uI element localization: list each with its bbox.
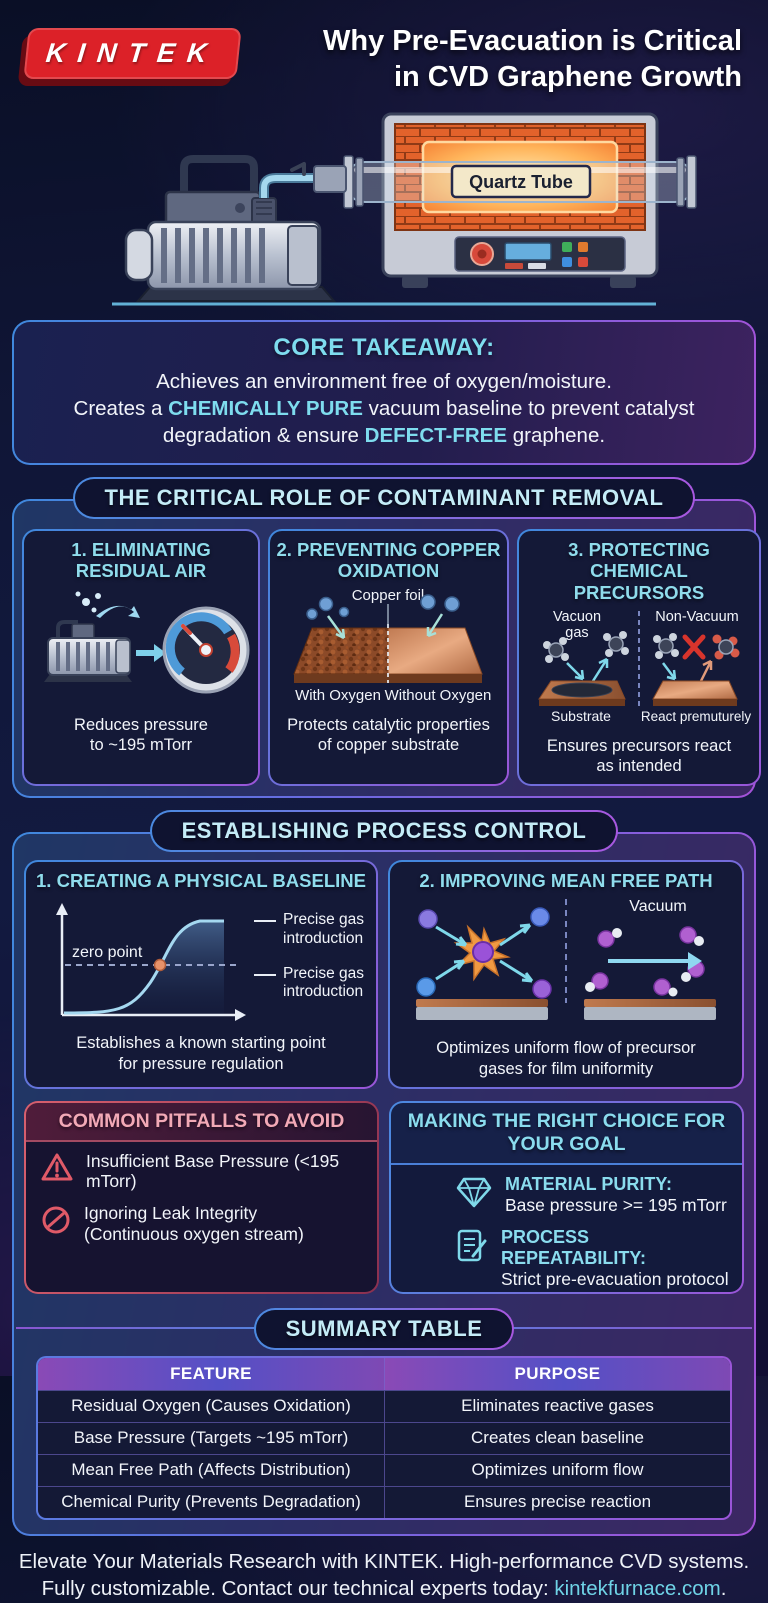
column-feature: FEATURE bbox=[38, 1357, 384, 1390]
core-takeaway-line2: Creates a CHEMICALLY PURE vacuum baselin… bbox=[73, 397, 695, 448]
table-header-row: FEATURE PURPOSE bbox=[38, 1357, 730, 1390]
precursor-reaction-graphic: Vacuon gas Non-Vacuum bbox=[538, 609, 752, 724]
vacuum-gas-label-line1: Vacuon bbox=[553, 609, 601, 625]
pitfalls-title: COMMON PITFALLS TO AVOID bbox=[26, 1102, 377, 1142]
highlight-chemically-pure: CHEMICALLY PURE bbox=[168, 397, 363, 421]
vacuum-gas-label-line2: gas bbox=[565, 625, 588, 641]
quartz-tube-label: Quartz Tube bbox=[469, 172, 573, 192]
choice-item-material-purity: MATERIAL PURITY: Base pressure >= 195 mT… bbox=[391, 1165, 742, 1218]
mean-free-path-graphic: Vacuum bbox=[416, 898, 716, 1021]
right-choice-box: MAKING THE RIGHT CHOICE FOR YOUR GOAL MA… bbox=[389, 1100, 744, 1294]
card-preventing-copper-oxidation: 2. PREVENTING COPPER OXIDATION Copper fo… bbox=[268, 529, 509, 787]
footer-line2: Fully customizable. Contact our technica… bbox=[41, 1577, 727, 1601]
card-protecting-chemical-precursors: 3. PROTECTING CHEMICAL PRECURSORS Vacuon… bbox=[517, 529, 761, 787]
with-oxygen-label: With Oxygen bbox=[295, 687, 381, 704]
table-row: Mean Free Path (Affects Distribution) Op… bbox=[38, 1453, 730, 1486]
card2-caption: Protects catalytic properties of copper … bbox=[287, 715, 490, 754]
card-creating-physical-baseline: 1. CREATING A PHYSICAL BASELINE bbox=[24, 860, 378, 1089]
card-improving-mean-free-path: 2. IMPROVING MEAN FREE PATH Vacuum bbox=[388, 860, 744, 1089]
document-pencil-icon bbox=[457, 1229, 487, 1261]
table-row: Residual Oxygen (Causes Oxidation) Elimi… bbox=[38, 1389, 730, 1422]
baseline-graph: zero point bbox=[56, 903, 246, 1022]
card3-title: 3. PROTECTING CHEMICAL PRECURSORS bbox=[568, 539, 710, 603]
contaminant-removal-section: THE CRITICAL ROLE OF CONTAMINANT REMOVAL… bbox=[12, 477, 761, 799]
right-choice-title: MAKING THE RIGHT CHOICE FOR YOUR GOAL bbox=[391, 1102, 742, 1165]
process-card2-title: 2. IMPROVING MEAN FREE PATH bbox=[419, 870, 713, 892]
prohibition-icon bbox=[42, 1206, 70, 1234]
core-takeaway-line1: Achieves an environment free of oxygen/m… bbox=[156, 370, 612, 393]
kintek-logo: KINTEK bbox=[23, 28, 242, 79]
without-oxygen-label: Without Oxygen bbox=[385, 687, 492, 704]
card3-caption: Ensures precursors react as intended bbox=[546, 736, 732, 776]
warning-triangle-icon bbox=[41, 1153, 73, 1181]
core-takeaway-box: CORE TAKEAWAY: Achieves an environment f… bbox=[12, 320, 756, 466]
pump-and-gauge-graphic bbox=[44, 591, 250, 694]
non-vacuum-label: Non-Vacuum bbox=[655, 609, 739, 625]
process-control-section: ESTABLISHING PROCESS CONTROL 1. CREATING… bbox=[12, 810, 756, 1536]
legend-entry-2: Precise gas introduction bbox=[283, 964, 364, 1001]
legend-entry-1: Precise gas introduction bbox=[283, 911, 364, 948]
summary-table-section: SUMMARY TABLE bbox=[16, 1307, 752, 1350]
header: KINTEK Why Pre-Evacuation is Critical in… bbox=[0, 0, 768, 104]
summary-table-header: SUMMARY TABLE bbox=[253, 1307, 515, 1350]
page-title: Why Pre-Evacuation is Critical in CVD Gr… bbox=[323, 20, 742, 96]
copper-foil-label: Copper foil bbox=[352, 587, 425, 604]
process-card1-caption: Establishes a known starting point for p… bbox=[76, 1034, 326, 1073]
choice-item-process-repeatability: PROCESS REPEATABILITY: Strict pre-evacua… bbox=[391, 1218, 742, 1292]
gas-molecule-pairs bbox=[585, 926, 705, 997]
card1-caption: Reduces pressure to ~195 mTorr bbox=[74, 715, 208, 754]
card1-title: 1. ELIMINATING RESIDUAL AIR bbox=[71, 539, 211, 582]
vacuum-label: Vacuum bbox=[629, 898, 687, 915]
kintekfurnace-link[interactable]: kintekfurnace.com bbox=[554, 1577, 721, 1601]
pitfall-item-1: Insufficient Base Pressure (<195 mTorr) bbox=[26, 1142, 377, 1194]
core-takeaway-heading: CORE TAKEAWAY: bbox=[273, 334, 495, 361]
process-card1-title: 1. CREATING A PHYSICAL BASELINE bbox=[36, 870, 366, 892]
graph-legend: Precise gas introduction Precise gas int… bbox=[254, 895, 364, 1017]
molecule-icon-right bbox=[653, 632, 740, 660]
copper-foil-comparison-graphic: Copper foil With Oxygen Without Oxygen bbox=[293, 587, 492, 704]
page-title-line2: in CVD Graphene Growth bbox=[393, 60, 742, 93]
substrate-label: Substrate bbox=[551, 708, 611, 724]
card-eliminating-residual-air: 1. ELIMINATING RESIDUAL AIR bbox=[22, 529, 260, 787]
footer-line1: Elevate Your Materials Research with KIN… bbox=[18, 1549, 750, 1573]
legend-dash bbox=[254, 973, 276, 1002]
vacuum-pump-furnace-illustration: Quartz Tube bbox=[112, 112, 697, 306]
footer: Elevate Your Materials Research with KIN… bbox=[0, 1548, 768, 1603]
card2-title: 2. PREVENTING COPPER OXIDATION bbox=[276, 539, 501, 582]
page-title-line1: Why Pre-Evacuation is Critical bbox=[322, 25, 742, 57]
kintek-logo-text: KINTEK bbox=[44, 38, 221, 68]
zero-point-label: zero point bbox=[72, 944, 143, 961]
common-pitfalls-box: COMMON PITFALLS TO AVOID Insufficient Ba… bbox=[24, 1100, 379, 1294]
process-card2-caption: Optimizes uniform flow of precursor gase… bbox=[436, 1039, 696, 1078]
summary-table: FEATURE PURPOSE Residual Oxygen (Causes … bbox=[36, 1355, 732, 1520]
table-row: Chemical Purity (Prevents Degradation) E… bbox=[38, 1485, 730, 1518]
highlight-defect-free: DEFECT-FREE bbox=[364, 424, 508, 448]
legend-dash bbox=[254, 920, 276, 948]
process-section-header: ESTABLISHING PROCESS CONTROL bbox=[149, 810, 619, 853]
column-purpose: PURPOSE bbox=[384, 1357, 730, 1390]
table-row: Base Pressure (Targets ~195 mTorr) Creat… bbox=[38, 1421, 730, 1454]
diamond-icon bbox=[456, 1177, 492, 1207]
contaminant-section-header: THE CRITICAL ROLE OF CONTAMINANT REMOVAL bbox=[72, 477, 696, 520]
pitfall-item-2: Ignoring Leak Integrity (Continuous oxyg… bbox=[26, 1194, 377, 1246]
react-prematurely-label: React premuturely bbox=[641, 709, 752, 724]
molecule-icon bbox=[543, 630, 629, 663]
